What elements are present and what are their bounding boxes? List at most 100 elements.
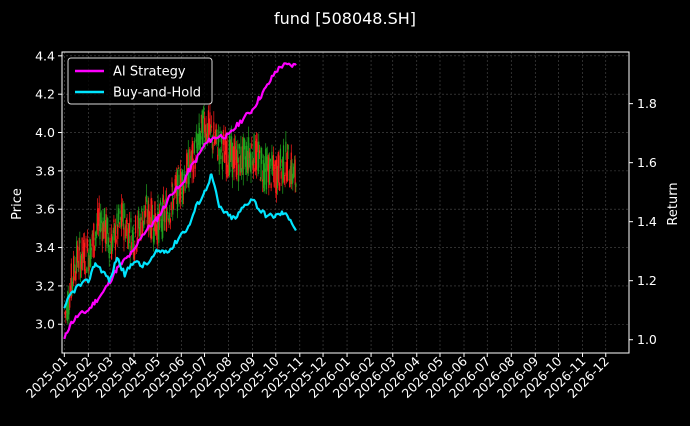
candle-body [192, 143, 194, 154]
candle-body [203, 106, 205, 115]
candle-body [262, 160, 264, 188]
candle-body [289, 165, 292, 185]
candle-body [134, 246, 136, 255]
candle-body [172, 198, 175, 209]
candle-body [213, 138, 216, 145]
candle-body [86, 239, 89, 252]
candle-body [285, 141, 287, 152]
candle-body [126, 219, 128, 223]
candle-body [273, 167, 275, 187]
candle-body [202, 115, 204, 149]
candle-body [253, 133, 255, 163]
candle-body [129, 245, 131, 253]
candle-body [255, 141, 257, 170]
candle-body [79, 240, 81, 244]
candle-body [127, 228, 129, 249]
candle-body [90, 243, 92, 267]
candle-body [288, 179, 290, 181]
candle-body [250, 153, 252, 174]
candle-body [255, 138, 258, 170]
candle-body [233, 147, 235, 173]
candle-body [81, 237, 83, 267]
candle-body [239, 156, 241, 176]
candle-body [83, 242, 86, 271]
candle-body [183, 185, 185, 194]
candle-body [131, 229, 134, 241]
candle-body [281, 160, 283, 163]
candle-body [138, 210, 140, 221]
candle-body [131, 242, 133, 255]
candle-body [216, 129, 218, 140]
candle-body [154, 201, 156, 232]
y-tick-label-right: 1.2 [637, 273, 657, 288]
candle-body [197, 134, 199, 142]
candle-body [195, 139, 197, 142]
candle-body [118, 223, 120, 224]
series-line-ai-strategy [63, 62, 297, 340]
candle-body [269, 158, 271, 162]
candle-body [278, 155, 280, 186]
candle-body [165, 199, 168, 231]
candle-body [92, 232, 94, 237]
candle-body [106, 219, 108, 247]
candle-body [114, 225, 117, 251]
candle-body [264, 168, 266, 185]
candle-body [71, 278, 73, 288]
candle-body [248, 152, 251, 159]
candle-body [156, 221, 158, 245]
candle-body [159, 200, 161, 204]
candle-body [105, 214, 107, 240]
candle-body [104, 222, 106, 243]
candle-body [231, 136, 233, 161]
candle-body [128, 223, 130, 234]
y-tick-label-right: 1.4 [637, 214, 657, 229]
candle-body [290, 152, 292, 185]
candle-body [272, 154, 275, 172]
candle-body [185, 177, 187, 184]
candle-body [196, 133, 198, 149]
candle-body [101, 227, 103, 242]
candle-body [94, 237, 96, 241]
legend-label: AI Strategy [113, 65, 186, 80]
candle-body [279, 182, 281, 191]
y-tick-label-right: 1.0 [637, 332, 657, 347]
candle-body [93, 223, 95, 258]
candle-body [238, 164, 240, 182]
candle-body [166, 211, 168, 213]
candle-body [146, 219, 148, 224]
candle-body [272, 166, 274, 170]
candle-body [121, 202, 123, 226]
candle-body [186, 153, 188, 184]
candle-body [155, 220, 157, 235]
candle-body [180, 180, 182, 184]
y-tick-label-left: 4.4 [35, 48, 55, 63]
candle-body [89, 239, 91, 267]
candle-body [247, 159, 249, 171]
candle-body [189, 149, 191, 170]
candle-body [234, 142, 236, 166]
candle-body [207, 110, 209, 140]
candle-body [249, 153, 251, 169]
candle-body [164, 211, 166, 223]
candle-body [148, 204, 150, 231]
candle-body [275, 159, 278, 194]
candle-body [231, 142, 234, 178]
candle-body [215, 124, 217, 137]
candle-body [124, 225, 127, 239]
candle-body [98, 202, 100, 222]
candle-body [219, 131, 221, 134]
candle-body [133, 248, 135, 259]
candle-body [284, 172, 286, 177]
candle-body [226, 134, 228, 168]
candle-body [160, 211, 162, 228]
candle-body [186, 155, 189, 165]
candle-body [217, 154, 219, 160]
candle-body [113, 219, 115, 223]
candle-body [246, 145, 248, 173]
candle-body [124, 209, 126, 218]
candle-body [213, 122, 215, 139]
series-line-buy-and-hold [63, 173, 297, 309]
candle-body [248, 137, 250, 168]
candle-body [119, 210, 121, 214]
